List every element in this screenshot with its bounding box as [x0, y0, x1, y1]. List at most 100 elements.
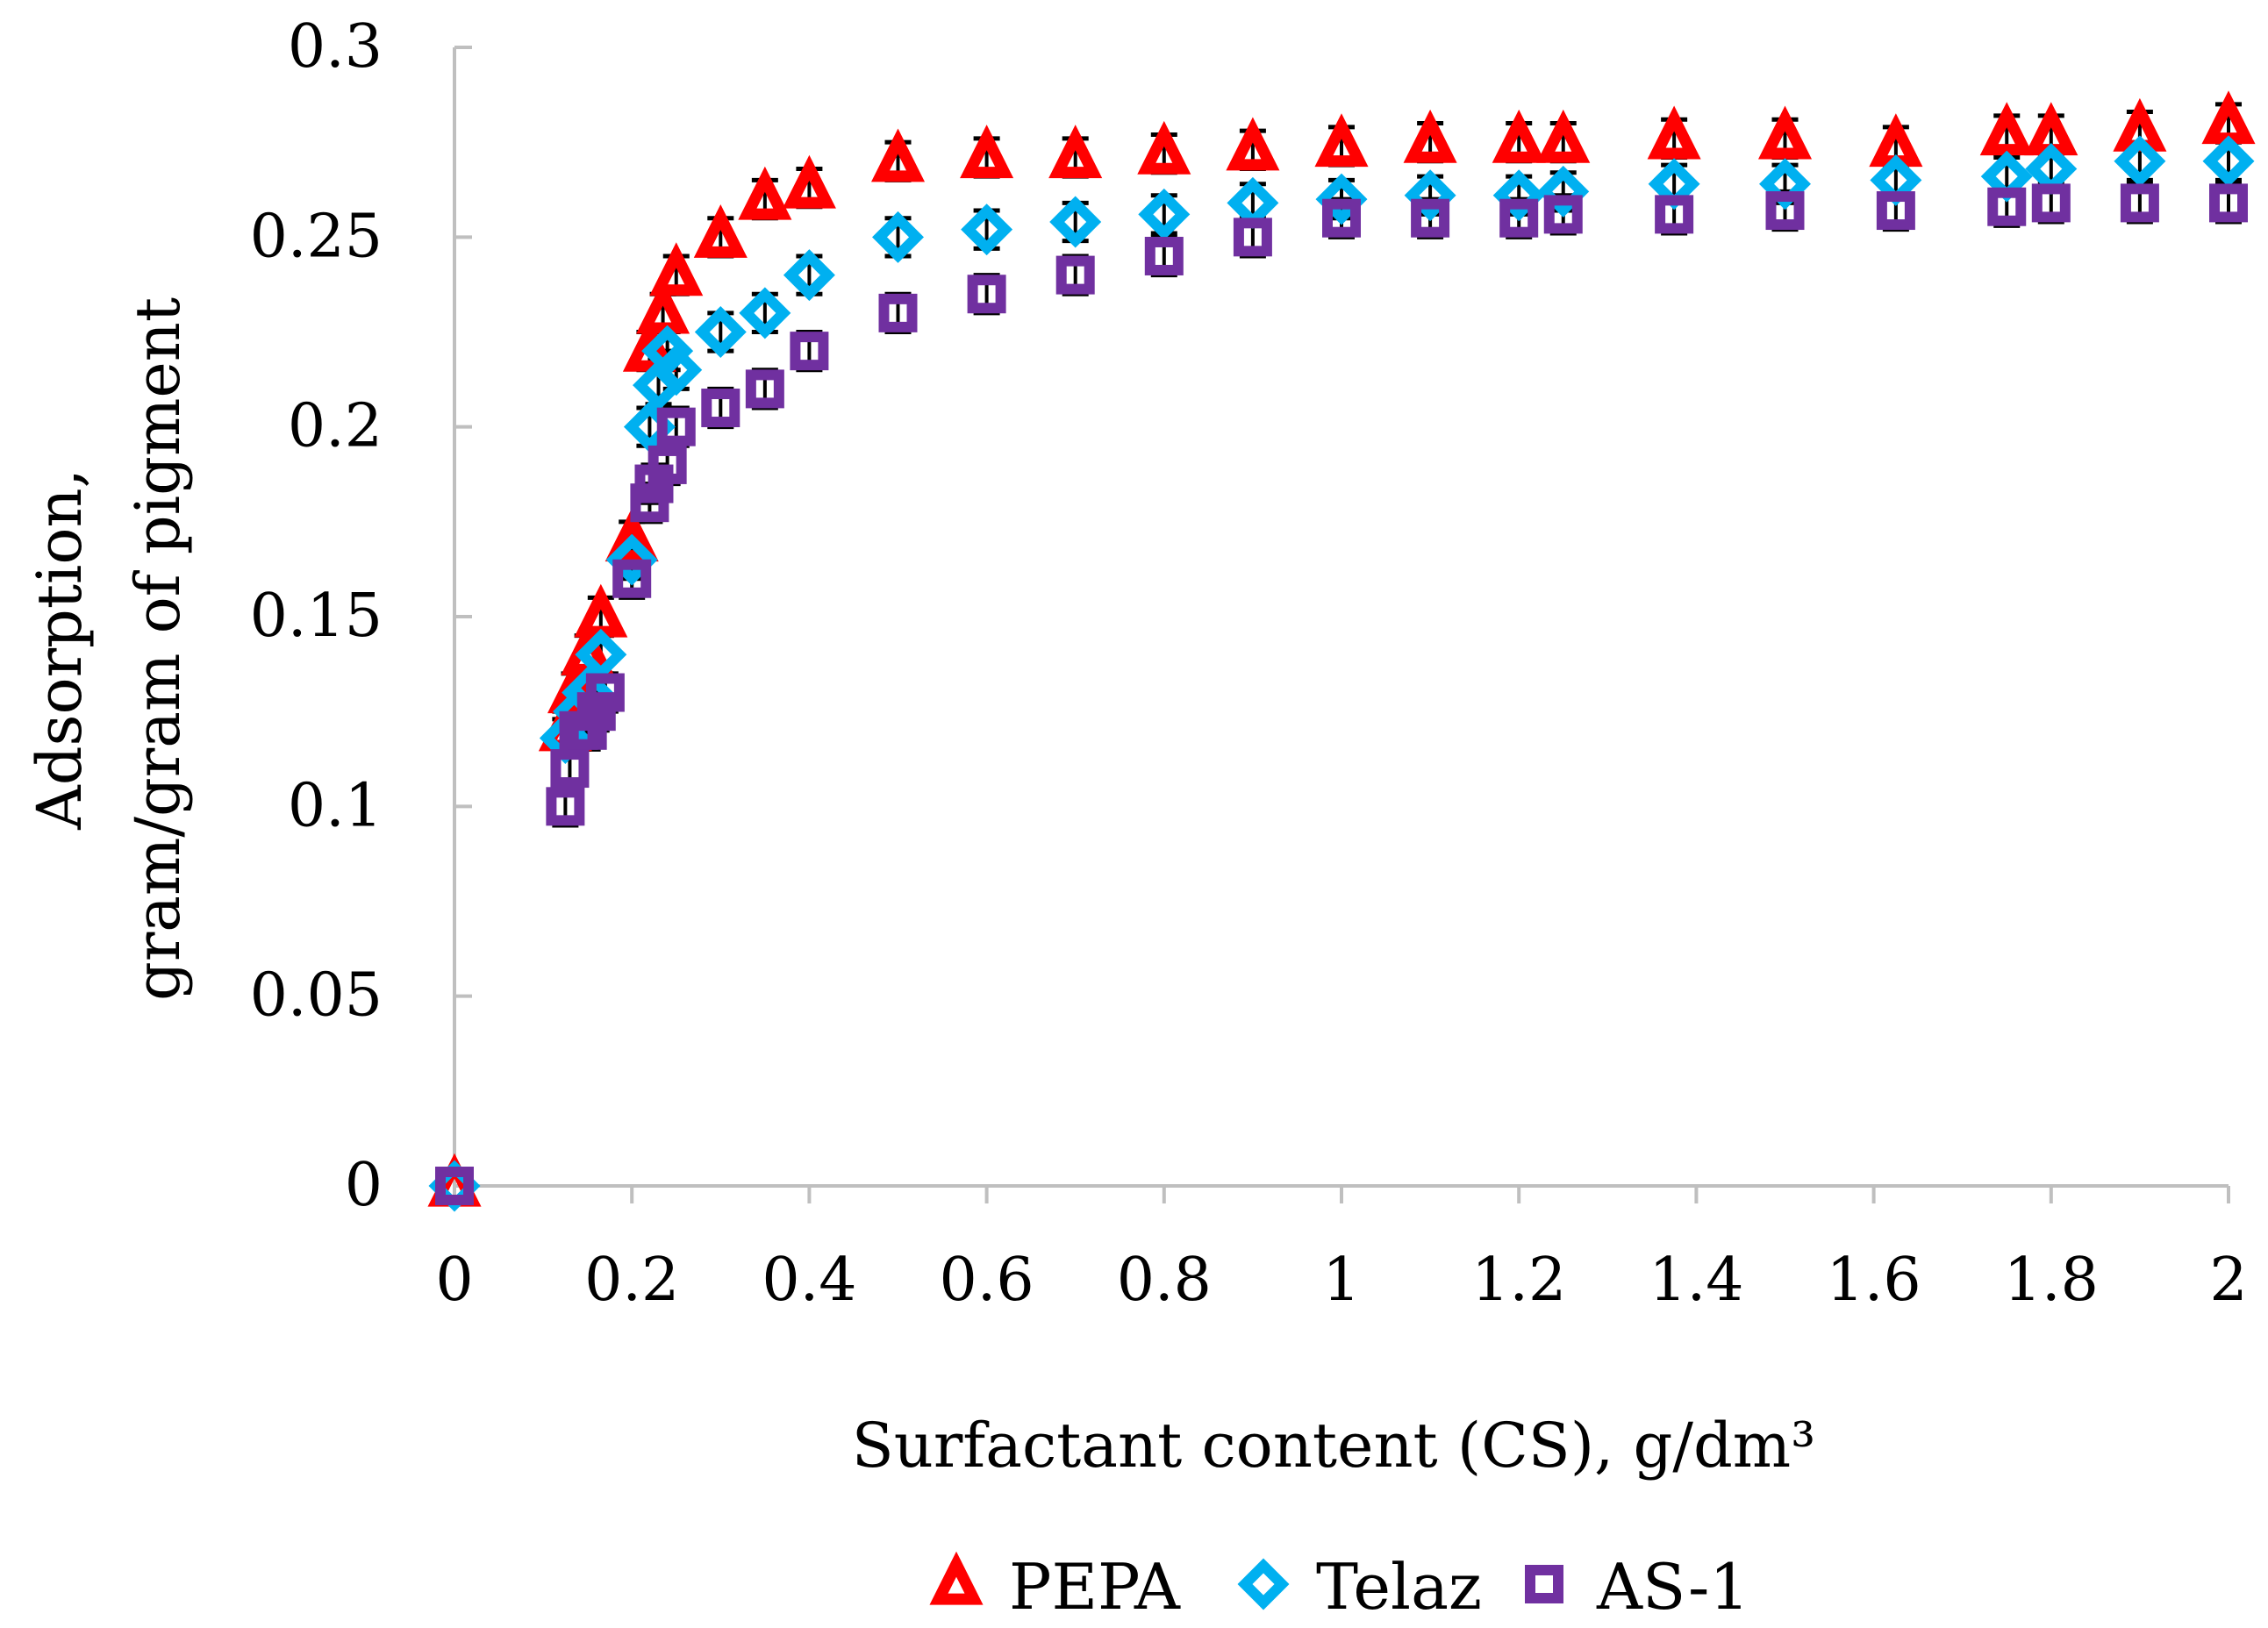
pepa-point [693, 204, 748, 258]
square-marker-outline [1322, 198, 1361, 238]
telaz-point [1492, 169, 1545, 222]
as-1-point [2209, 183, 2248, 223]
square-marker-outline [546, 787, 585, 826]
telaz-point [783, 249, 835, 302]
diamond-marker-outline [872, 211, 924, 263]
x-tick-label: 1.6 [1827, 1246, 1921, 1315]
x-tick-label: 0.6 [940, 1246, 1034, 1315]
triangle-marker-outline [605, 508, 659, 562]
square-marker-outline [2120, 183, 2159, 223]
as-1-point [647, 445, 687, 484]
y-tick-label: 0.3 [288, 12, 383, 82]
telaz-point [1404, 169, 1456, 222]
diamond-marker-outline [641, 325, 694, 377]
square-marker-outline [1055, 255, 1095, 295]
triangle-marker-outline [782, 154, 836, 209]
diamond-marker-outline [783, 249, 835, 302]
as-1-point [435, 1167, 474, 1205]
telaz-point [872, 211, 924, 263]
square-marker-outline [1499, 198, 1539, 238]
triangle-marker-outline [693, 204, 748, 258]
legend-as-1-marker [1525, 1565, 1563, 1603]
square-marker-outline [1525, 1565, 1563, 1603]
square-marker-outline [1233, 218, 1272, 257]
square-marker-outline [1411, 198, 1450, 238]
y-tick-label: 0 [345, 1151, 383, 1220]
square-marker-outline [1987, 187, 2027, 226]
as-1-point [1055, 255, 1095, 295]
triangle-marker-outline [1137, 120, 1191, 175]
legend-pepa-label: PEPA [1009, 1550, 1181, 1624]
diamond-marker-outline [575, 628, 627, 681]
diamond-marker-outline [961, 204, 1013, 256]
diamond-marker-outline [1138, 188, 1191, 240]
x-tick-label: 0.2 [584, 1246, 679, 1315]
as-1-point [1144, 236, 1184, 275]
legend-as-1-label: AS-1 [1596, 1550, 1749, 1624]
telaz-point [1138, 188, 1191, 240]
diamond-marker-outline [1759, 158, 1811, 211]
as-1-point [2120, 183, 2159, 223]
telaz-point [1537, 165, 1590, 218]
telaz-point [694, 306, 747, 358]
square-marker-outline [878, 293, 918, 332]
y-tick-label: 0.05 [250, 961, 383, 1031]
triangle-marker-outline [1403, 109, 1457, 163]
pepa-point [960, 125, 1014, 179]
telaz-point [575, 628, 627, 681]
pepa-point [738, 166, 792, 220]
telaz-point [1315, 173, 1368, 225]
square-marker-outline [1543, 195, 1583, 234]
x-tick-label: 1.4 [1649, 1246, 1743, 1315]
square-marker-outline [585, 673, 625, 712]
diamond-marker-outline [2114, 135, 2166, 188]
triangle-marker-outline [1226, 117, 1280, 171]
square-marker-outline [1876, 191, 1915, 231]
diamond-marker-outline [1404, 169, 1456, 222]
pepa-point [1137, 120, 1191, 175]
square-marker-outline [647, 445, 687, 484]
triangle-marker-outline [1048, 125, 1103, 179]
pepa-point [1314, 113, 1369, 168]
triangle-marker-outline [929, 1551, 984, 1605]
as-1-point [1233, 218, 1272, 257]
legend-item-telaz: Telaz [1237, 1550, 1482, 1624]
square-marker-outline [1655, 195, 1694, 234]
y-tick-label: 0.2 [288, 392, 383, 461]
diamond-marker-outline [1237, 1558, 1290, 1610]
square-marker-outline [612, 559, 652, 598]
pepa-point [1979, 102, 2034, 156]
telaz-point [2114, 135, 2166, 188]
triangle-marker-outline [1979, 102, 2034, 156]
x-tick-label: 0.4 [762, 1246, 856, 1315]
x-tick-label: 0.8 [1117, 1246, 1212, 1315]
telaz-point [605, 533, 658, 586]
square-marker-outline [435, 1167, 474, 1205]
telaz-point [641, 325, 694, 377]
as-1-point [1876, 191, 1915, 231]
y-axis-title-line2: gram/gram of pigment [122, 297, 194, 1001]
triangle-marker-outline [1757, 105, 1813, 160]
diamond-marker-outline [605, 533, 658, 586]
telaz-point [2202, 135, 2255, 188]
triangle-marker-outline [738, 166, 792, 220]
triangle-marker-outline [1314, 113, 1369, 168]
diamond-marker-outline [2202, 135, 2255, 188]
triangle-marker-outline [960, 125, 1014, 179]
as-1-point [967, 275, 1006, 314]
tick-labels: 0 0.05 0.1 0.15 0.2 0.25 0.3 0 0.2 0.4 0.6 0.8 1 1.2 1… [250, 12, 2248, 1315]
square-marker-outline [701, 389, 740, 428]
telaz-point [1759, 158, 1811, 211]
diamond-marker-outline [1049, 196, 1102, 248]
triangle-marker-outline [1492, 109, 1546, 163]
legend: PEPA Telaz AS-1 [929, 1550, 1749, 1624]
data-markers [427, 90, 2256, 1212]
square-marker-outline [1144, 236, 1184, 275]
as-1-point [1765, 191, 1805, 231]
diamond-marker-outline [1492, 169, 1545, 222]
pepa-point [649, 242, 704, 296]
square-marker-outline [2209, 183, 2248, 223]
as-1-point [546, 787, 585, 826]
pepa-point [1403, 109, 1457, 163]
